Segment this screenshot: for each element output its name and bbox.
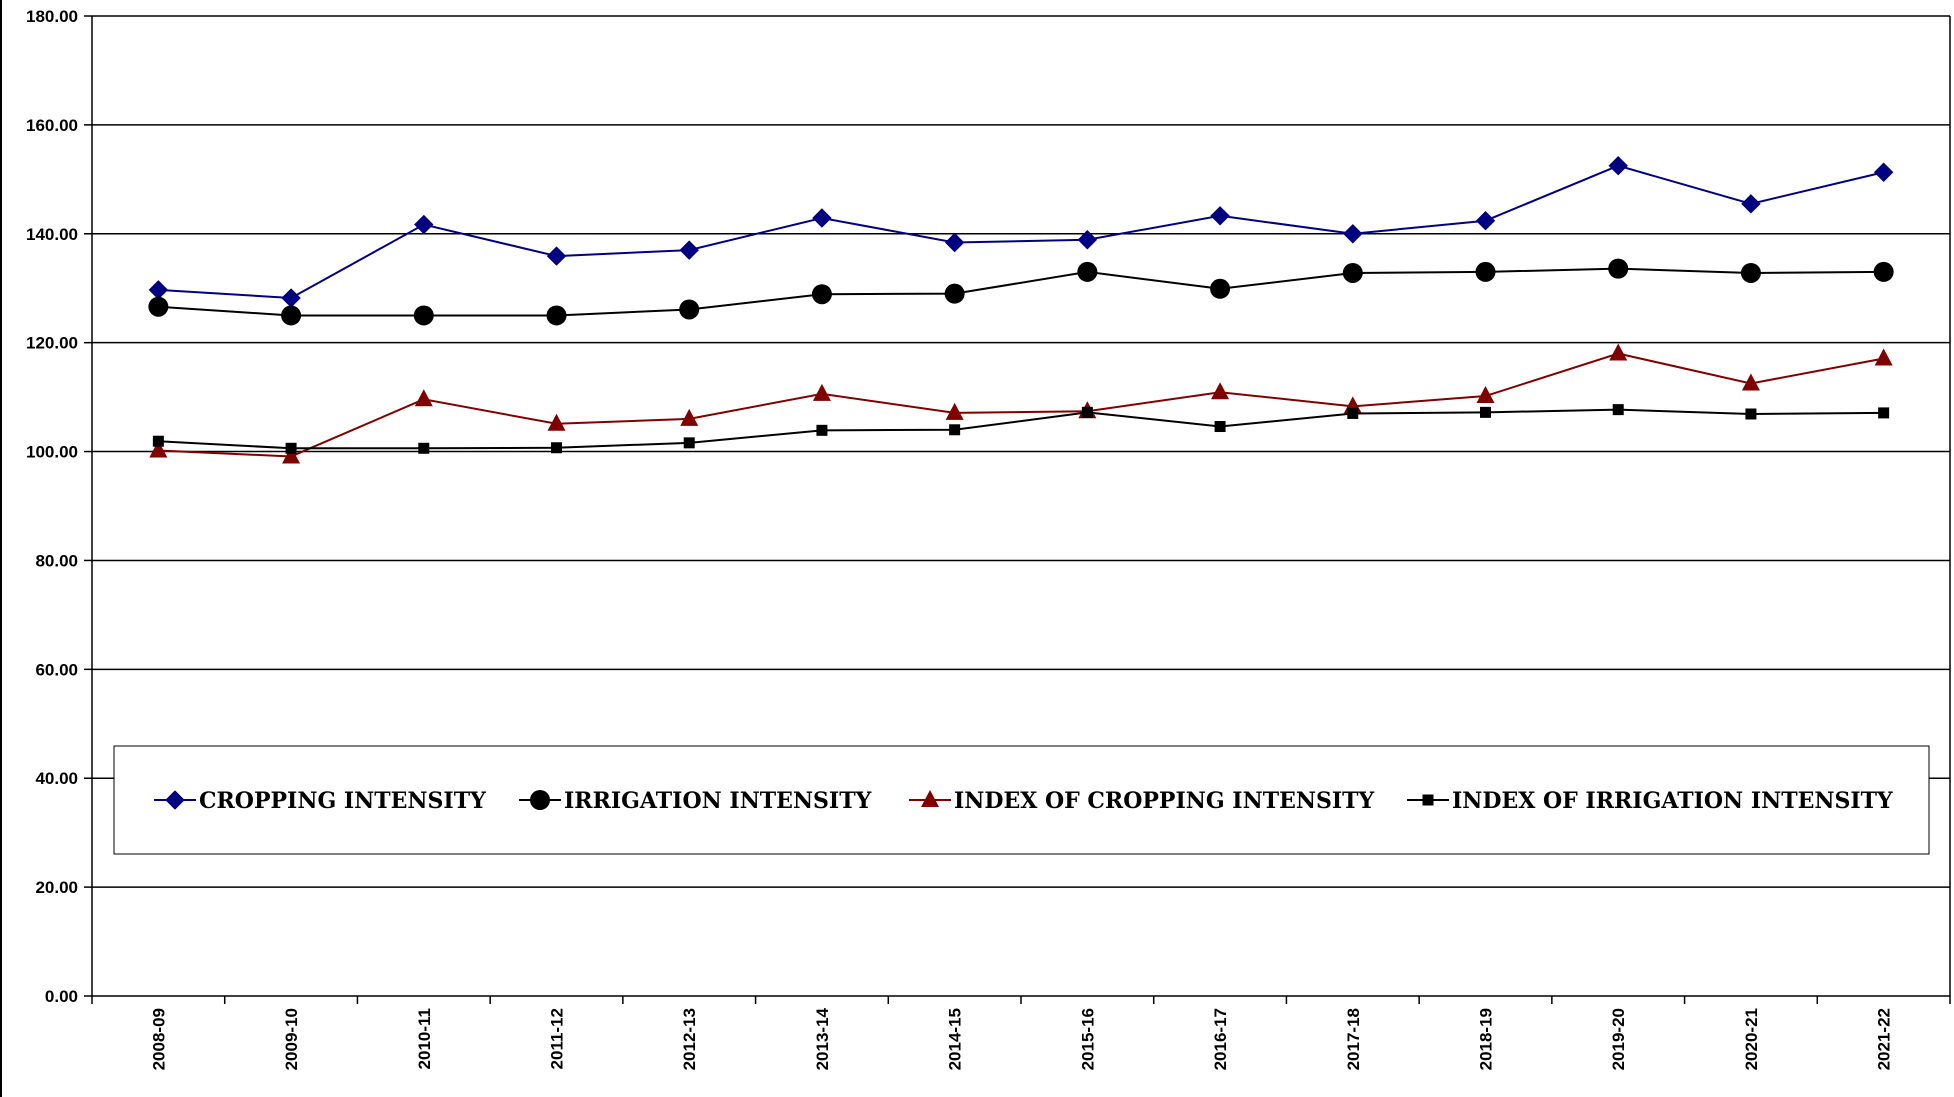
x-tick-label: 2016-17 xyxy=(1211,1008,1230,1070)
data-point xyxy=(1343,224,1363,244)
x-tick-label: 2010-11 xyxy=(415,1008,434,1069)
data-point xyxy=(1741,373,1760,391)
data-point xyxy=(1609,343,1628,361)
data-point xyxy=(1475,211,1496,231)
legend-marker xyxy=(165,790,185,810)
data-point xyxy=(281,305,302,326)
y-tick-label: 140.00 xyxy=(26,225,78,244)
data-point xyxy=(1873,261,1894,282)
x-axis-ticks: 2008-09 2009-10 2010-11 2011-12 2012-13 2013-… xyxy=(149,1007,1893,1070)
legend-label: INDEX OF CROPPING INTENSITY xyxy=(954,788,1375,814)
legend-marker xyxy=(530,790,550,810)
data-point xyxy=(945,402,964,420)
data-point xyxy=(546,305,567,326)
y-tick-label: 60.00 xyxy=(35,660,78,679)
data-point xyxy=(1347,407,1359,419)
data-point xyxy=(1210,278,1231,299)
data-point xyxy=(944,232,965,253)
data-point xyxy=(285,442,297,454)
x-tick-label: 2012-13 xyxy=(680,1008,699,1070)
data-point xyxy=(811,284,832,305)
data-point xyxy=(1476,386,1495,404)
data-point xyxy=(680,408,699,426)
y-tick-label: 180.00 xyxy=(26,7,78,26)
data-point xyxy=(1214,421,1226,433)
x-tick-label: 2014-15 xyxy=(946,1008,965,1070)
x-tick-label: 2008-09 xyxy=(149,1008,168,1070)
data-point xyxy=(414,214,434,235)
data-point xyxy=(949,424,961,436)
x-tick-label: 2021-22 xyxy=(1875,1008,1894,1070)
data-point xyxy=(1077,261,1098,282)
series-line xyxy=(158,267,1884,317)
series-group xyxy=(148,156,1894,464)
data-point xyxy=(1475,261,1496,282)
x-tick-label: 2015-16 xyxy=(1078,1008,1097,1070)
data-point xyxy=(1740,262,1761,283)
x-tick-label: 2019-20 xyxy=(1609,1008,1628,1070)
y-tick-label: 100.00 xyxy=(26,443,78,462)
legend-marker xyxy=(921,790,939,807)
data-point xyxy=(546,246,567,266)
x-tick-label: 2013-14 xyxy=(813,1007,832,1070)
x-tick-label: 2017-18 xyxy=(1344,1008,1363,1070)
data-point xyxy=(547,413,566,431)
data-point xyxy=(816,424,828,436)
data-point xyxy=(413,305,434,326)
series-irrigation-intensity xyxy=(148,258,1894,326)
data-point xyxy=(812,208,832,228)
x-tick-label: 2018-19 xyxy=(1477,1008,1496,1070)
x-tick-label: 2020-21 xyxy=(1742,1008,1761,1070)
series-cropping-intensity xyxy=(148,156,1894,308)
series-line xyxy=(158,408,1884,450)
data-point xyxy=(1210,206,1230,226)
data-point xyxy=(1480,406,1491,418)
data-point xyxy=(679,240,699,260)
legend-marker xyxy=(1422,794,1434,806)
data-point xyxy=(1741,194,1761,214)
data-point xyxy=(812,383,831,401)
legend-label: IRRIGATION INTENSITY xyxy=(564,788,872,814)
series-line xyxy=(158,352,1884,458)
data-point xyxy=(551,442,562,454)
legend-label: CROPPING INTENSITY xyxy=(199,788,486,814)
series-index-of-irrigation-intensity xyxy=(152,404,1890,454)
data-point xyxy=(1608,156,1628,176)
data-point xyxy=(148,296,169,317)
data-point xyxy=(679,299,700,320)
series-line xyxy=(158,164,1884,300)
data-point xyxy=(1608,258,1629,279)
y-tick-label: 80.00 xyxy=(35,551,78,570)
data-point xyxy=(944,283,965,304)
y-tick-label: 0.00 xyxy=(45,987,78,1006)
legend: CROPPING INTENSITY IRRIGATION INTENSITY IN… xyxy=(113,745,1930,855)
data-point xyxy=(1874,348,1893,366)
data-point xyxy=(1077,230,1098,250)
data-point xyxy=(1612,404,1624,416)
x-tick-label: 2009-10 xyxy=(282,1008,301,1070)
y-axis-ticks: 0.00 20.00 40.00 60.00 80.00 100.00 120.00 140.… xyxy=(26,7,78,1006)
data-point xyxy=(152,435,164,447)
data-point xyxy=(418,442,430,454)
data-point xyxy=(1342,262,1363,283)
data-point xyxy=(282,446,301,464)
data-point xyxy=(1878,407,1890,419)
data-point xyxy=(149,440,168,458)
x-tick-label: 2011-12 xyxy=(548,1008,567,1069)
series-index-of-cropping-intensity xyxy=(149,343,1893,464)
data-point xyxy=(1211,382,1230,400)
data-point xyxy=(1081,406,1093,418)
data-point xyxy=(1873,162,1894,182)
y-tick-label: 20.00 xyxy=(35,878,78,897)
y-tick-label: 40.00 xyxy=(35,769,78,788)
y-tick-label: 120.00 xyxy=(26,334,78,353)
legend-box xyxy=(113,745,1930,855)
data-point xyxy=(414,389,433,407)
data-point xyxy=(683,437,695,449)
legend-label: INDEX OF IRRIGATION INTENSITY xyxy=(1452,788,1893,814)
y-tick-label: 160.00 xyxy=(26,116,78,135)
data-point xyxy=(1745,408,1757,420)
